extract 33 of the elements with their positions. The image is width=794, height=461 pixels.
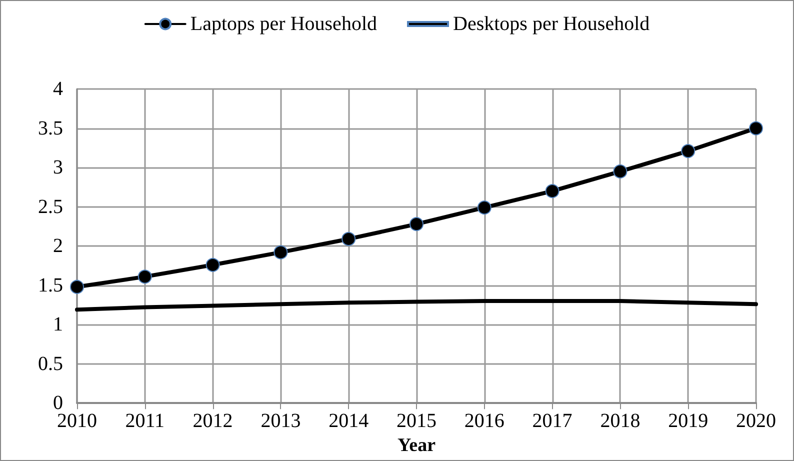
x-tick-label: 2018: [600, 410, 640, 432]
point: [681, 144, 696, 158]
legend-label: Desktops per Household: [452, 13, 650, 35]
line-series: [75, 299, 758, 312]
x-tick-label: 2011: [125, 410, 165, 432]
y-tick-label: 2.5: [38, 196, 63, 218]
x-tick-label: 2017: [532, 410, 572, 432]
point: [477, 200, 492, 215]
y-tick-label: 1.5: [38, 274, 63, 296]
x-tick-label: 2016: [464, 410, 504, 432]
point: [206, 258, 220, 272]
point: [70, 280, 84, 294]
point: [613, 164, 628, 178]
point: [274, 245, 288, 260]
point: [749, 121, 763, 136]
x-tick-label: 2015: [396, 410, 436, 432]
x-tick-label: 2012: [192, 410, 233, 432]
point: [342, 232, 356, 246]
point: [410, 217, 424, 232]
y-tick-label: 1: [53, 314, 63, 336]
y-tick-label: 2: [53, 235, 63, 258]
y-tick-label: 3.5: [38, 117, 63, 140]
legend-label: Laptops per Household: [190, 13, 378, 35]
x-tick-label: 2020: [736, 410, 776, 432]
point: [138, 270, 152, 284]
x-axis-title: Year: [398, 435, 436, 456]
point: [545, 184, 560, 198]
y-tick-label: 4: [53, 78, 63, 100]
y-tick-label: 0.5: [38, 352, 63, 375]
y-tick-label: 3: [53, 156, 63, 179]
x-tick-label: 2013: [260, 410, 301, 432]
x-tick-label: 2019: [668, 410, 708, 432]
x-tick-label: 2014: [328, 410, 369, 432]
